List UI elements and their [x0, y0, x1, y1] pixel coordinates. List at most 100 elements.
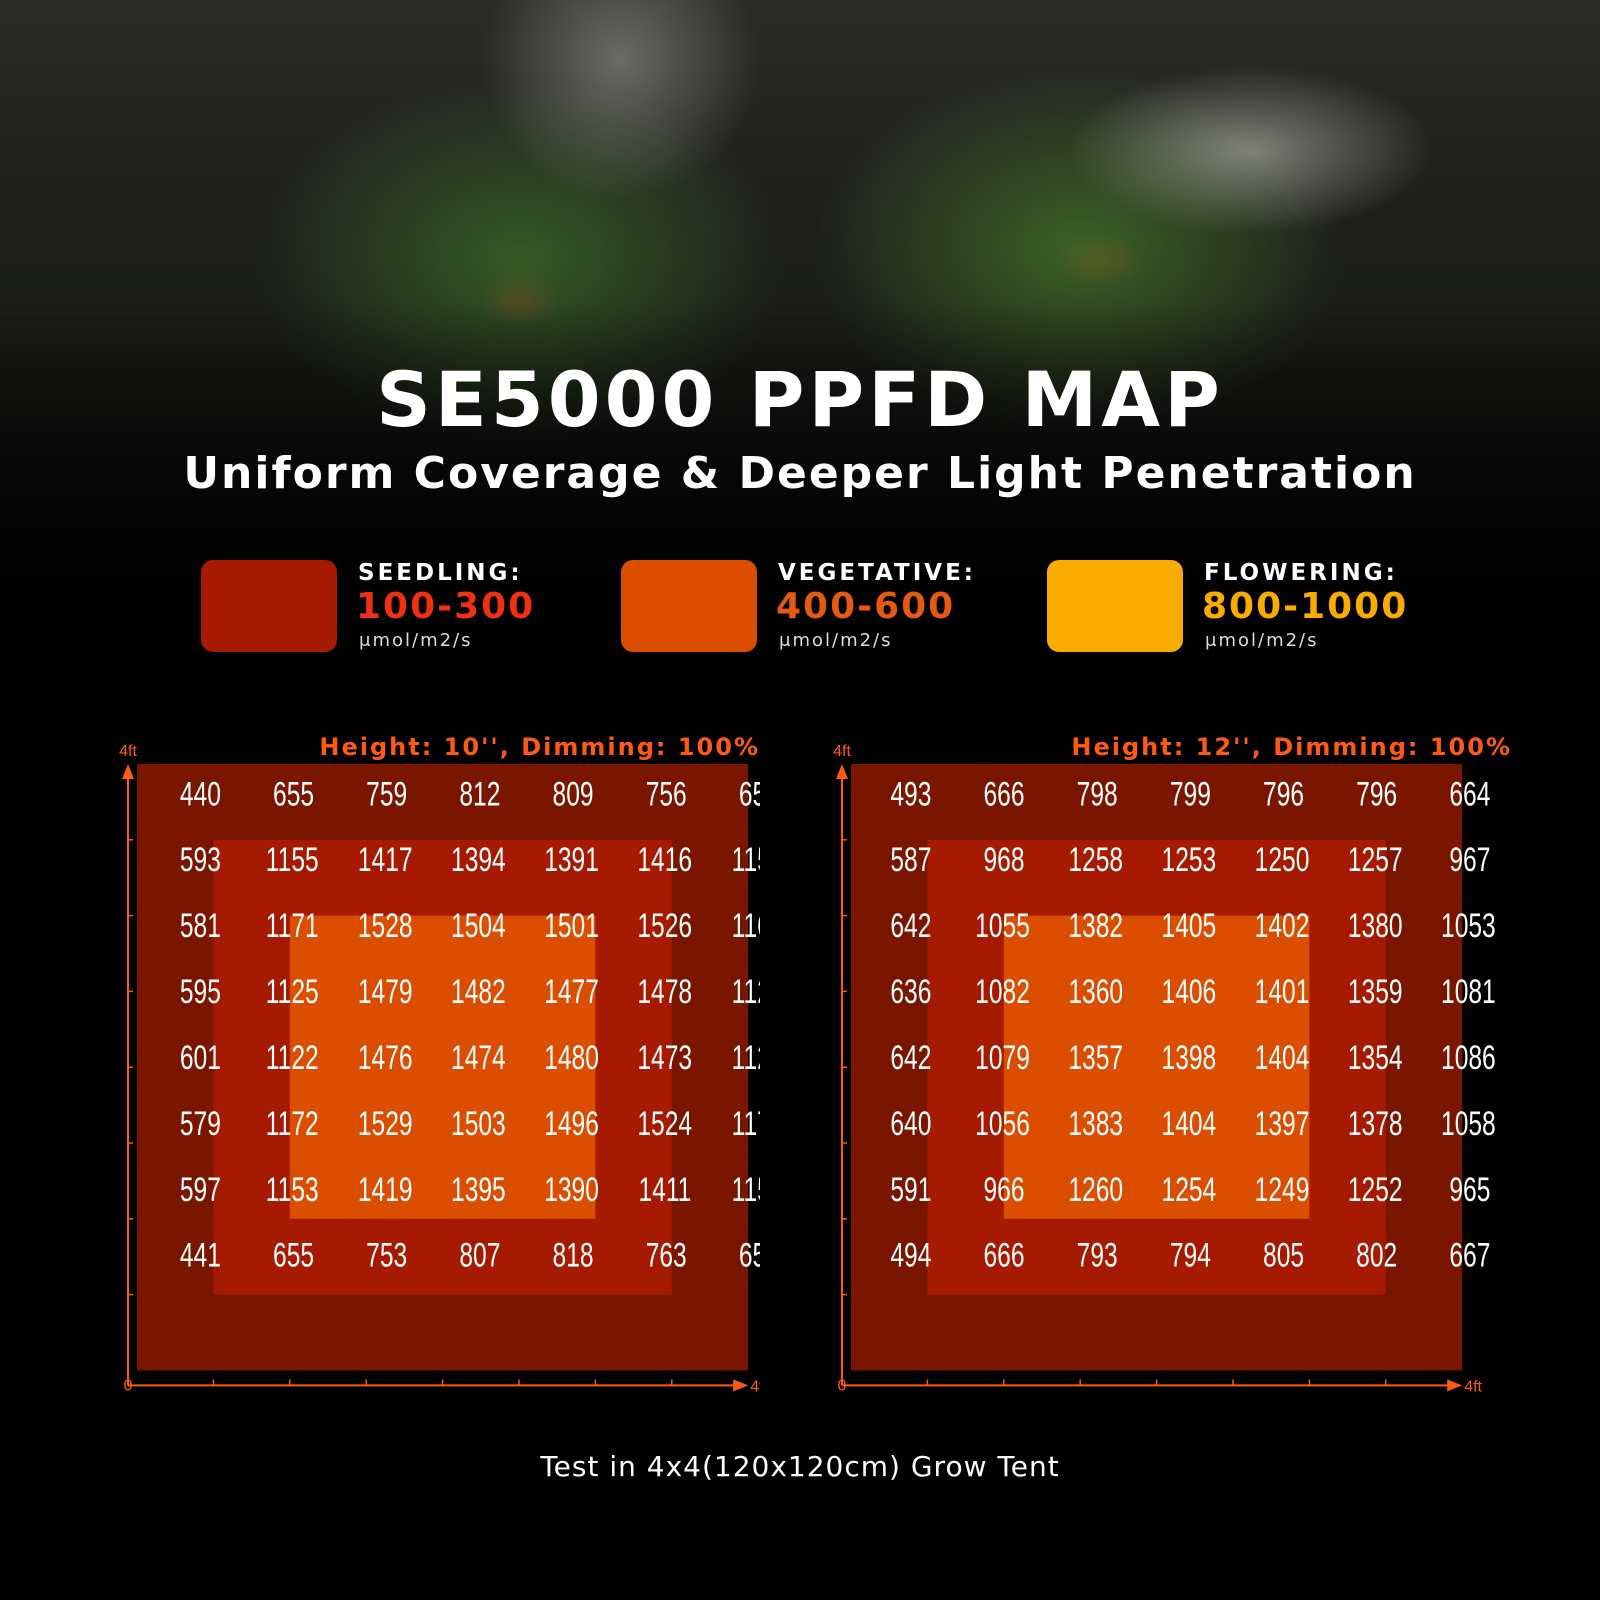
- heatmap-cell-value: 657: [739, 1237, 760, 1275]
- heatmap-cell-value: 796: [1356, 775, 1397, 813]
- heatmap-cell-value: 967: [1449, 841, 1490, 879]
- heatmap-cell-value: 440: [180, 775, 221, 813]
- y-axis-arrow-icon: [836, 764, 848, 779]
- heatmap-cell-value: 1171: [266, 907, 319, 945]
- heatmap-cell-value: 1079: [975, 1039, 1030, 1077]
- heatmap-cell-value: 1404: [1162, 1105, 1217, 1143]
- heatmap-cell-value: 1378: [1348, 1105, 1403, 1143]
- heatmap-cell-value: 655: [273, 775, 314, 813]
- heatmap-cell-value: 1382: [1068, 907, 1123, 945]
- legend-range: 800-1000: [1202, 586, 1409, 627]
- heatmap-cell-value: 1253: [1162, 841, 1217, 879]
- heatmap-cell-value: 1474: [451, 1039, 506, 1077]
- map-condition-label: Height: 10'', Dimming: 100%: [319, 733, 760, 761]
- heatmap-cell-value: 794: [1170, 1237, 1211, 1275]
- heatmap-cell-value: 1416: [637, 841, 692, 879]
- heatmap-cell-value: 579: [180, 1105, 221, 1143]
- x-axis-end-label: 4ft: [750, 1378, 760, 1395]
- y-axis-end-label: 4ft: [119, 743, 137, 760]
- heatmap-cell-value: 1473: [637, 1039, 692, 1077]
- ppfd-map-12in: Height: 12'', Dimming: 100% 493 666 798 799…: [770, 725, 1510, 1425]
- heatmap-cell-value: 1254: [1162, 1171, 1217, 1209]
- heatmap-cell-value: 1405: [1162, 907, 1217, 945]
- heatmap-cell-value: 1357: [1068, 1039, 1123, 1077]
- heatmap-cell-value: 493: [890, 775, 931, 813]
- legend-label: SEEDLING:: [358, 560, 523, 586]
- heatmap-cell-value: 1528: [358, 907, 413, 945]
- heatmap-cell-value: 1496: [544, 1105, 599, 1143]
- heatmap-cell-value: 1153: [266, 1171, 319, 1209]
- x-axis-end-label: 4ft: [1464, 1378, 1482, 1395]
- heatmap-cell-value: 667: [1449, 1237, 1490, 1275]
- heatmap-cell-value: 1402: [1255, 907, 1310, 945]
- heatmap-cell-value: 1058: [1441, 1105, 1496, 1143]
- y-axis-arrow-icon: [122, 764, 134, 779]
- heatmap-cell-value: 636: [890, 973, 931, 1011]
- heatmap-cell-value: 1380: [1348, 907, 1403, 945]
- heatmap-cell-value: 1249: [1255, 1171, 1310, 1209]
- heatmap-cell-value: 809: [553, 775, 594, 813]
- heatmap-svg: 4406557598128097566534395931155141713941…: [119, 743, 760, 1395]
- heatmap-cell-value: 1503: [451, 1105, 506, 1143]
- legend-unit: μmol/m2/s: [779, 630, 893, 651]
- heatmap-cell-value: 798: [1077, 775, 1118, 813]
- heatmap-cell-value: 666: [984, 775, 1025, 813]
- heatmap-cell-value: 587: [890, 841, 931, 879]
- heatmap-cell-value: 581: [180, 907, 221, 945]
- heatmap-cell-value: 597: [180, 1171, 221, 1209]
- heatmap-cell-value: 812: [459, 775, 500, 813]
- heatmap-cell-value: 1359: [1348, 973, 1403, 1011]
- heatmap-cell-value: 1257: [1348, 841, 1403, 879]
- heatmap-cell-value: 965: [1449, 1171, 1490, 1209]
- heatmap-cell-value: 1394: [451, 841, 506, 879]
- heatmap-cell-value: 759: [366, 775, 407, 813]
- heatmap-cell-value: 793: [1077, 1237, 1118, 1275]
- heatmap-cell-value: 1124: [732, 973, 760, 1011]
- heatmap-cell-value: 1169: [732, 907, 760, 945]
- zone-center: [289, 915, 596, 1219]
- heatmap-cell-value: 1419: [358, 1171, 413, 1209]
- heatmap-cell-value: 1401: [1255, 973, 1310, 1011]
- map-condition-label: Height: 12'', Dimming: 100%: [1071, 733, 1512, 761]
- heatmap-cell-value: 1501: [544, 907, 599, 945]
- heatmap-cell-value: 1524: [637, 1105, 692, 1143]
- heatmap-cell-value: 601: [180, 1039, 221, 1077]
- heatmap-cell-value: 642: [890, 907, 931, 945]
- heatmap-cell-value: 1391: [544, 841, 599, 879]
- heatmap-cell-value: 1383: [1068, 1105, 1123, 1143]
- legend-range: 100-300: [356, 586, 536, 627]
- heatmap-cell-value: 1411: [638, 1171, 691, 1209]
- heatmap-cell-value: 1398: [1162, 1039, 1217, 1077]
- heatmap-cell-value: 1479: [358, 973, 413, 1011]
- legend-unit: μmol/m2/s: [359, 630, 473, 651]
- heatmap-cell-value: 1360: [1068, 973, 1123, 1011]
- heatmap-cell-value: 1055: [975, 907, 1030, 945]
- heatmap-cell-value: 805: [1263, 1237, 1304, 1275]
- heatmap-cell-value: 802: [1356, 1237, 1397, 1275]
- legend-swatch: [201, 560, 337, 652]
- heatmap-cell-value: 968: [984, 841, 1025, 879]
- heatmap-cell-value: 1482: [451, 973, 506, 1011]
- heatmap-cell-value: 1354: [1348, 1039, 1403, 1077]
- heatmap-cell-value: 664: [1449, 775, 1490, 813]
- y-axis-end-label: 4ft: [833, 743, 851, 760]
- axis-origin-label: 0: [124, 1377, 133, 1394]
- heatmap-cell-value: 1406: [1162, 973, 1217, 1011]
- heatmap-cell-value: 1154: [732, 841, 760, 879]
- zone-center: [1003, 915, 1310, 1219]
- page-subtitle: Uniform Coverage & Deeper Light Penetrat…: [183, 448, 1417, 499]
- legend-range: 400-600: [776, 586, 956, 627]
- heatmap-svg: 4936667987997967966644925879681258125312…: [833, 743, 1496, 1395]
- legend-swatch: [1047, 560, 1183, 652]
- heatmap-cell-value: 1477: [544, 973, 599, 1011]
- heatmap-cell-value: 1250: [1255, 841, 1310, 879]
- page-title: SE5000 PPFD MAP: [376, 355, 1224, 444]
- axis-origin-label: 0: [838, 1377, 847, 1394]
- heatmap-cell-value: 655: [273, 1237, 314, 1275]
- heatmap-cell-value: 966: [984, 1171, 1025, 1209]
- x-axis-arrow-icon: [733, 1379, 749, 1392]
- legend-swatch: [621, 560, 757, 652]
- heatmap-cell-value: 1053: [1441, 907, 1496, 945]
- heatmap-cell-value: 1129: [732, 1039, 760, 1077]
